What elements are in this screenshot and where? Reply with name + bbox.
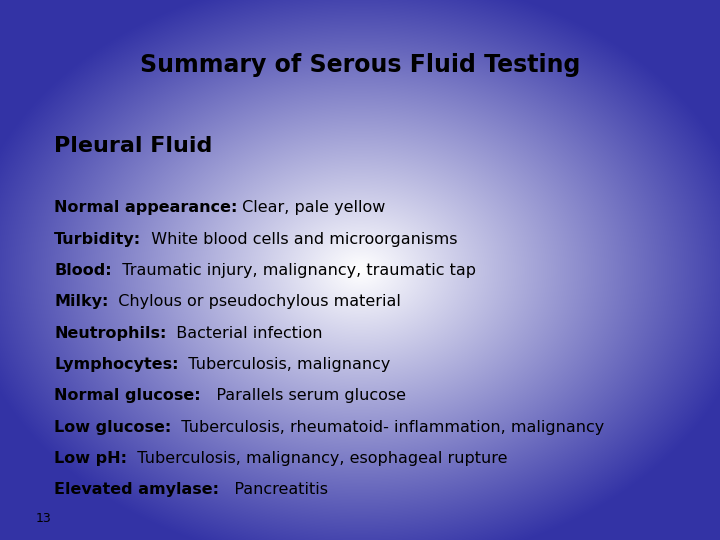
Text: Blood:: Blood: [54,263,112,278]
Text: Chylous or pseudochylous material: Chylous or pseudochylous material [109,294,401,309]
Text: Tuberculosis, malignancy: Tuberculosis, malignancy [179,357,391,372]
Text: Parallels serum glucose: Parallels serum glucose [201,388,405,403]
Text: Milky:: Milky: [54,294,109,309]
Text: Neutrophils:: Neutrophils: [54,326,166,341]
Text: Lymphocytes:: Lymphocytes: [54,357,179,372]
Text: Clear, pale yellow: Clear, pale yellow [238,200,386,215]
Text: Low glucose:: Low glucose: [54,420,171,435]
Text: Turbidity:: Turbidity: [54,232,141,247]
Text: Low pH:: Low pH: [54,451,127,466]
Text: Traumatic injury, malignancy, traumatic tap: Traumatic injury, malignancy, traumatic … [112,263,476,278]
Text: Tuberculosis, rheumatoid- inflammation, malignancy: Tuberculosis, rheumatoid- inflammation, … [171,420,605,435]
Text: White blood cells and microorganisms: White blood cells and microorganisms [141,232,458,247]
Text: Pancreatitis: Pancreatitis [219,482,328,497]
Text: Normal glucose:: Normal glucose: [54,388,201,403]
Text: Tuberculosis, malignancy, esophageal rupture: Tuberculosis, malignancy, esophageal rup… [127,451,508,466]
Text: Summary of Serous Fluid Testing: Summary of Serous Fluid Testing [140,53,580,77]
Text: 13: 13 [36,512,52,525]
Text: Normal appearance:: Normal appearance: [54,200,238,215]
Text: Pleural Fluid: Pleural Fluid [54,136,212,156]
Text: Bacterial infection: Bacterial infection [166,326,323,341]
Text: Elevated amylase:: Elevated amylase: [54,482,219,497]
